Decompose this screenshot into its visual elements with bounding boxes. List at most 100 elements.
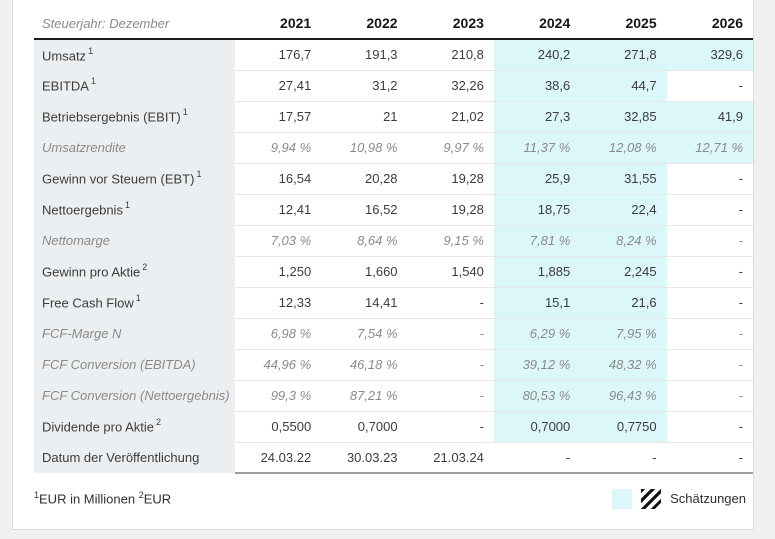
cell-value: 21,02 [407,101,494,133]
financial-estimates-table: Steuerjahr: Dezember 2021 2022 2023 2024 202… [34,8,753,474]
estimate-color-swatch [612,488,633,509]
cell-value: 8,24 % [580,225,667,257]
cell-value: 9,15 % [407,225,494,257]
cell-value: 46,18 % [321,349,408,381]
row-label: Gewinn pro Aktie 2 [34,256,235,287]
row-label: Betriebsergebnis (EBIT) 1 [34,101,235,132]
cell-value: 12,33 [234,287,322,319]
cell-value: 32,85 [580,101,667,133]
row-label-text: FCF-Marge N [42,326,122,341]
cell-value: 31,2 [321,70,408,102]
cell-value: 329,6 [666,39,753,71]
cell-value: 191,3 [321,39,408,71]
cell-value: 7,81 % [493,225,581,257]
cell-value: - [666,380,753,412]
row-label: FCF Conversion (EBITDA) [34,349,235,380]
cell-value: 21,6 [580,287,667,319]
cell-value: 25,9 [493,163,581,195]
cell-value: 44,7 [580,70,667,102]
cell-value: 15,1 [493,287,581,319]
cell-value: 8,64 % [321,225,408,257]
cell-value: 19,28 [407,194,494,226]
cell-value: 48,32 % [580,349,667,381]
row-label: EBITDA 1 [34,70,235,101]
footnote-ref: 2 [142,262,148,273]
footnote-ref: 1 [124,200,130,211]
cell-value: 12,71 % [666,132,753,164]
year-header-2026: 2026 [666,8,753,40]
table-header-row: Steuerjahr: Dezember 2021 2022 2023 2024 202… [34,8,753,40]
cell-value: 30.03.23 [321,442,408,474]
cell-value: 1,885 [493,256,581,288]
table-row: FCF Conversion (EBITDA) 44,96 % 46,18 % -39… [34,349,753,381]
row-label: Nettomarge [34,225,235,256]
table-row: Nettoergebnis 1 12,41 16,52 19,28 18,75 22,4- [34,194,753,226]
row-label: Gewinn vor Steuern (EBT) 1 [34,163,235,194]
row-label-text: Betriebsergebnis (EBIT) [42,109,181,125]
cell-value: 27,41 [234,70,322,102]
cell-value: - [666,70,753,102]
footnote-ref: 1 [90,76,96,87]
cell-value: 99,3 % [234,380,322,412]
estimate-hatch-swatch [640,487,663,510]
cell-value: 16,54 [234,163,322,195]
cell-value: - [666,442,753,474]
cell-value: 22,4 [580,194,667,226]
cell-value: - [407,318,494,350]
cell-value: 11,37 % [493,132,581,164]
year-header-2025: 2025 [580,8,667,40]
row-label-text: FCF Conversion (Nettoergebnis) [42,388,230,403]
cell-value: 27,3 [493,101,581,133]
cell-value: - [493,442,581,474]
cell-value: - [407,411,494,443]
row-label-text: Dividende pro Aktie [42,419,155,435]
cell-value: 6,98 % [234,318,322,350]
footnote-ref: 2 [156,417,162,428]
cell-value: 16,52 [321,194,408,226]
cell-value: 6,29 % [493,318,581,350]
cell-value: 9,94 % [234,132,322,164]
footnote-1-marker: 1 [34,490,40,501]
table-row: Free Cash Flow 1 12,33 14,41-15,1 21,6- [34,287,753,319]
cell-value: - [666,287,753,319]
cell-value: 9,97 % [407,132,494,164]
cell-value: 87,21 % [321,380,408,412]
cell-value: 0,7000 [493,411,581,443]
fiscal-year-label: Steuerjahr: Dezember [34,8,235,40]
table-row: Gewinn pro Aktie 2 1,250 1,660 1,540 1,885 2,2… [34,256,753,288]
footnote-ref: 1 [196,169,202,180]
cell-value: 38,6 [493,70,581,102]
table-row: Datum der Veröffentlichung 24.03.22 30.03.… [34,442,753,474]
cell-value: - [666,349,753,381]
row-label: Dividende pro Aktie 2 [34,411,235,442]
cell-value: - [666,256,753,288]
cell-value: 10,98 % [321,132,408,164]
row-label-text: EBITDA [42,78,89,94]
cell-value: 12,41 [234,194,322,226]
cell-value: 7,95 % [580,318,667,350]
footnote-1-text: EUR in Millionen [39,491,136,507]
cell-value: - [666,225,753,257]
cell-value: - [666,318,753,350]
cell-value: 210,8 [407,39,494,71]
cell-value: 12,08 % [580,132,667,164]
cell-value: 1,250 [234,256,322,288]
cell-value: 176,7 [234,39,322,71]
legend-label: Schätzungen [670,491,746,506]
cell-value: 0,5500 [234,411,322,443]
cell-value: - [666,411,753,443]
estimates-table-panel: Steuerjahr: Dezember 2021 2022 2023 2024 202… [12,0,754,530]
year-header-2022: 2022 [321,8,408,40]
footnote-ref: 1 [135,293,141,304]
row-label: FCF Conversion (Nettoergebnis) [34,380,235,411]
row-label: Nettoergebnis 1 [34,194,235,225]
cell-value: 21 [321,101,408,133]
row-label: Umsatz 1 [34,39,235,70]
footnote-ref: 1 [182,107,188,118]
year-header-2024: 2024 [493,8,581,40]
footnote-2-text: EUR [143,491,172,507]
row-label-text: Umsatz [42,48,87,64]
row-label-text: Nettoergebnis [42,202,123,218]
table-row: Umsatzrendite 9,94 % 10,98 % 9,97 % 11,37 % 1… [34,132,753,164]
table-row: EBITDA 1 27,41 31,2 32,26 38,6 44,7- [34,70,753,102]
